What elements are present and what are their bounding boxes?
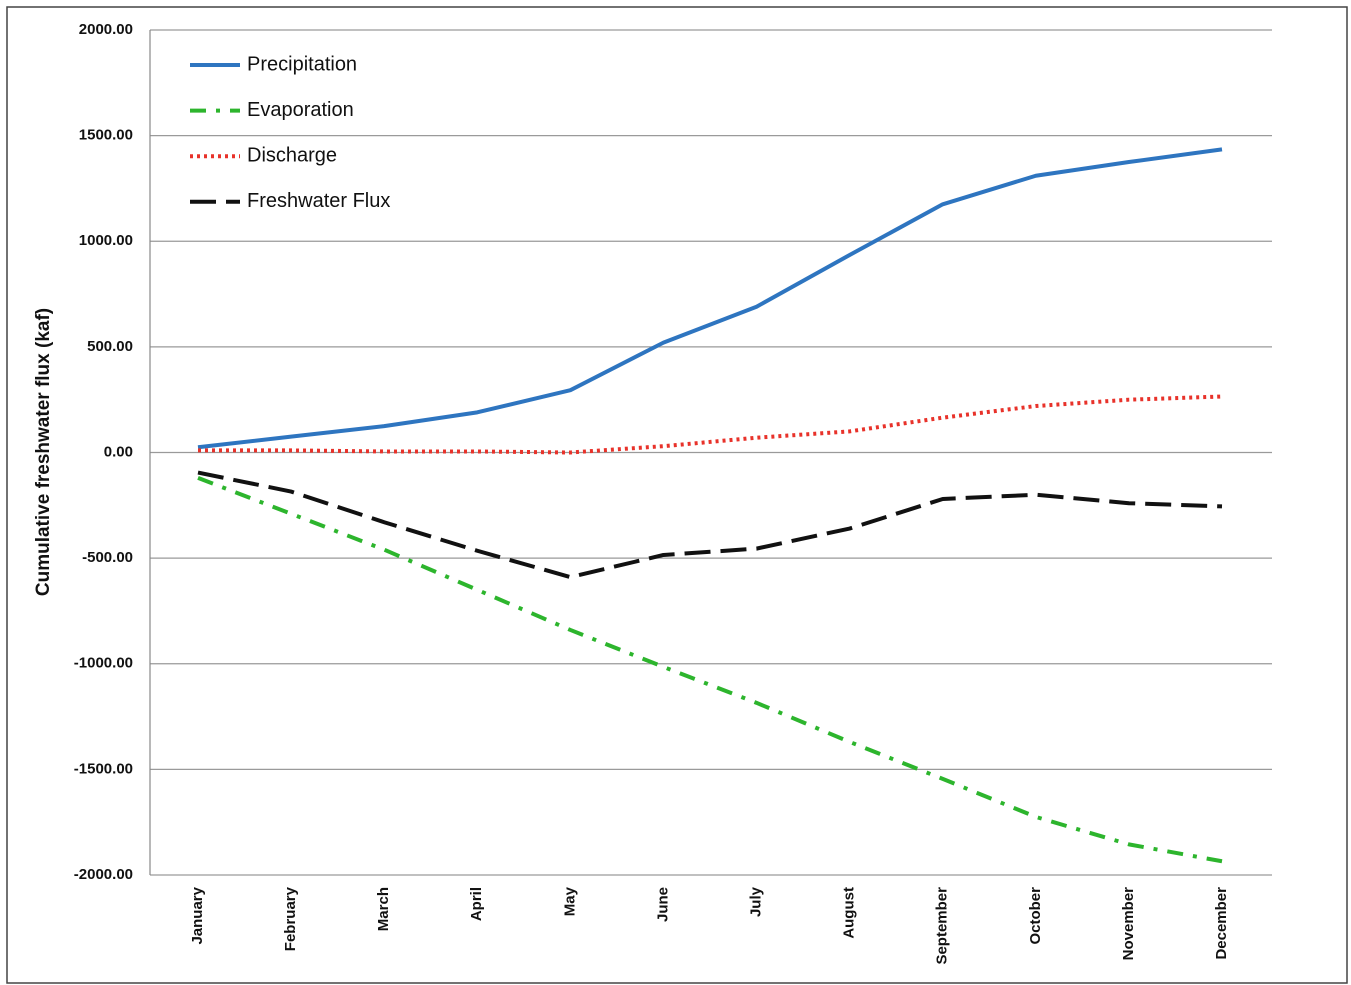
x-tick-label: September xyxy=(934,887,951,965)
legend-label: Precipitation xyxy=(247,53,357,75)
series-line xyxy=(197,147,1223,450)
y-tick-label: 1000.00 xyxy=(79,232,133,249)
y-tick-label: 0.00 xyxy=(104,443,133,460)
x-tick-label: November xyxy=(1120,887,1137,961)
y-axis-title: Cumulative freshwater flux (kaf) xyxy=(33,308,54,596)
y-tick-label: 2000.00 xyxy=(79,21,133,38)
x-tick-label: July xyxy=(748,886,765,917)
y-tick-label: 500.00 xyxy=(87,338,133,355)
x-tick-label: April xyxy=(468,887,485,921)
legend-label: Evaporation xyxy=(247,99,354,121)
series-line xyxy=(197,475,1223,864)
y-tick-label: -1500.00 xyxy=(74,760,133,777)
y-tick-label: -500.00 xyxy=(82,549,133,566)
frame xyxy=(6,6,1348,984)
x-tick-label: June xyxy=(654,887,671,922)
legend-label: Discharge xyxy=(247,144,337,166)
y-tick-label: -1000.00 xyxy=(74,655,133,672)
series-line xyxy=(197,470,1223,580)
y-tick-label: -2000.00 xyxy=(74,866,133,883)
legend-label: Freshwater Flux xyxy=(247,190,390,212)
x-tick-label: March xyxy=(375,887,392,931)
x-tick-label: May xyxy=(561,886,578,916)
x-tick-label: February xyxy=(282,886,299,951)
x-tick-label: January xyxy=(189,886,206,944)
y-tick-label: 1500.00 xyxy=(79,127,133,144)
series-line xyxy=(198,394,1223,455)
x-tick-label: December xyxy=(1213,887,1230,960)
x-tick-label: August xyxy=(841,887,858,939)
x-tick-label: October xyxy=(1027,887,1044,945)
